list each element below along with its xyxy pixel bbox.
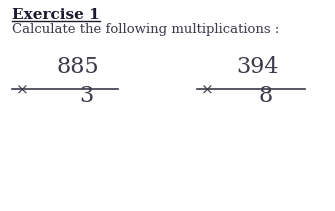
Text: 8: 8 — [259, 85, 273, 107]
Text: 885: 885 — [57, 56, 99, 78]
Text: 3: 3 — [79, 85, 93, 107]
Text: 394: 394 — [237, 56, 279, 78]
Text: Exercise 1: Exercise 1 — [12, 8, 100, 22]
Text: ×: × — [201, 83, 213, 97]
Text: ×: × — [16, 83, 28, 97]
Text: Calculate the following multiplications :: Calculate the following multiplications … — [12, 23, 279, 36]
